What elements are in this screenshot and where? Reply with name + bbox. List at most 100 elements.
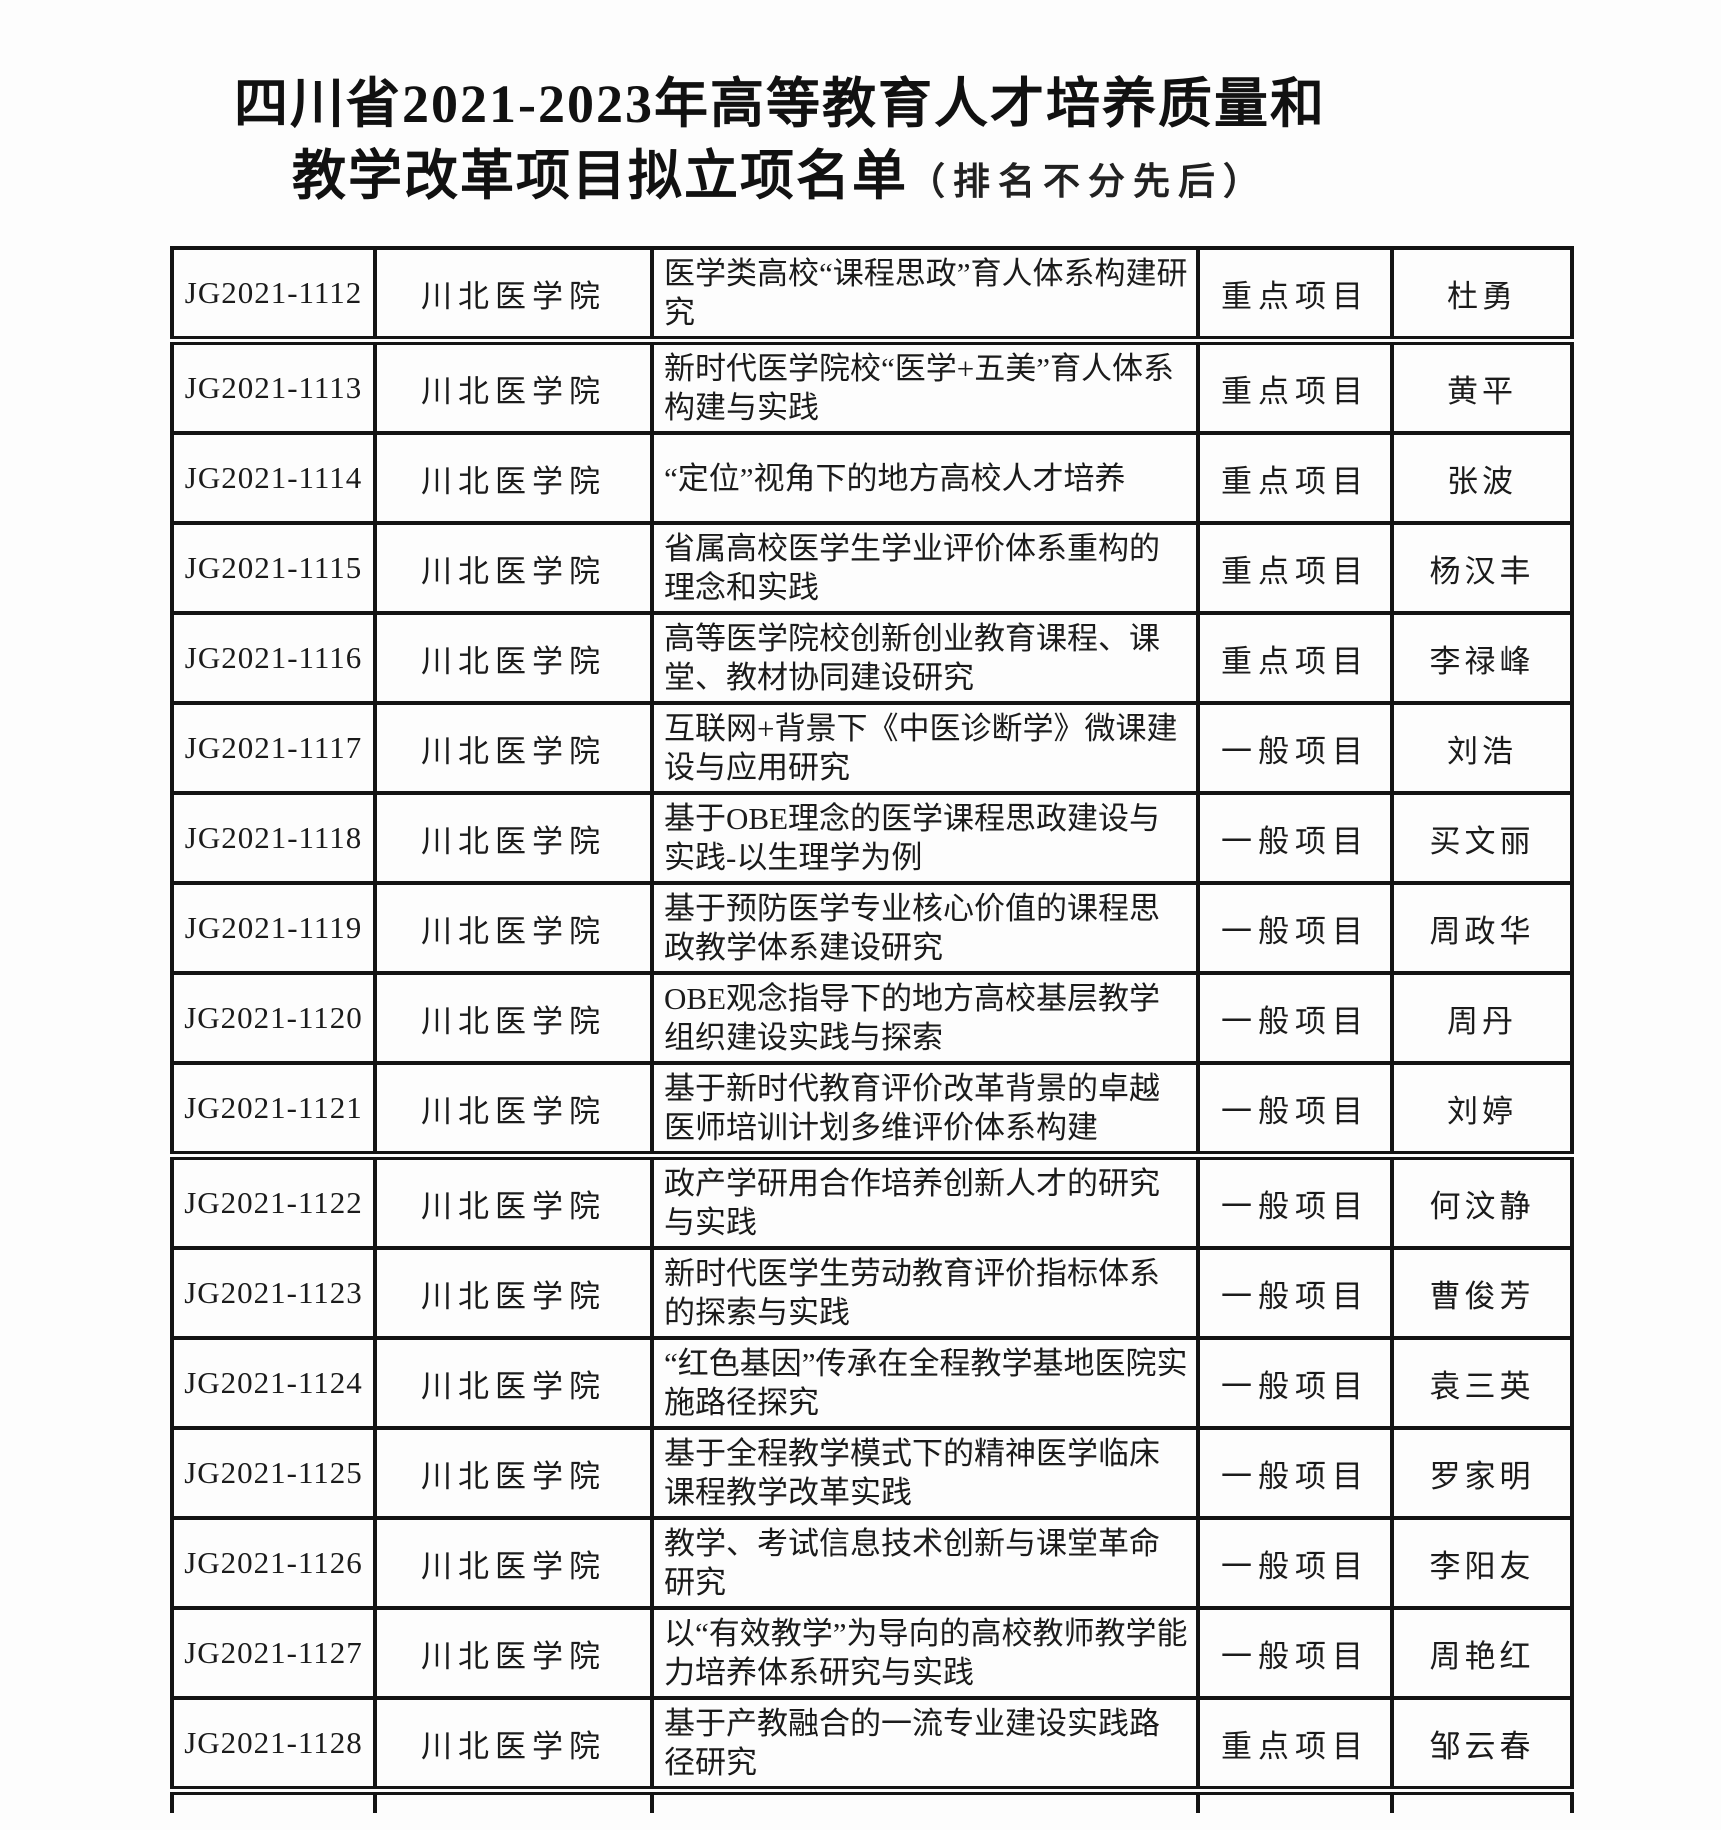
- project-type-cell: 重点项目: [1196, 246, 1394, 345]
- project-title-cell: 新时代医学院校“医学+五美”育人体系构建与实践: [650, 338, 1200, 435]
- project-id-cell: JG2021-1128: [170, 1696, 377, 1795]
- project-title-cell: 医学类高校“课程思政”育人体系构建研究: [650, 246, 1200, 345]
- project-type-cell: 一般项目: [1196, 1426, 1394, 1520]
- institution-cell: 川北医学院: [373, 1153, 654, 1250]
- document-title-line2: 教学改革项目拟立项名单（排名不分先后）: [0, 140, 1560, 219]
- project-title-cell: OBE观念指导下的地方高校基层教学组织建设实践与探索: [650, 971, 1200, 1065]
- project-type-cell: 一般项目: [1196, 1336, 1394, 1430]
- project-type-cell: 一般项目: [1196, 1153, 1394, 1250]
- project-title-cell: 基于全程教学模式下的精神医学临床课程教学改革实践: [650, 1426, 1200, 1520]
- project-type-cell: 一般项目: [1196, 791, 1394, 885]
- project-title-cell: 教学、考试信息技术创新与课堂革命研究: [650, 1516, 1200, 1610]
- project-type-cell: 重点项目: [1196, 611, 1394, 705]
- table-row: JG2021-1117 川北医学院 互联网+背景下《中医诊断学》微课建设与应用研…: [170, 701, 1574, 795]
- project-type-cell: 重点项目: [1196, 338, 1394, 435]
- table-row: JG2021-1120 川北医学院 OBE观念指导下的地方高校基层教学组织建设实…: [170, 971, 1574, 1065]
- project-id-cell: JG2021-1117: [170, 701, 377, 795]
- project-type-cell: 一般项目: [1196, 881, 1394, 975]
- institution-cell: 川北医学院: [373, 1696, 654, 1795]
- leader-name-cell: 罗家明: [1390, 1426, 1574, 1520]
- institution-cell: 川北医学院: [373, 1246, 654, 1340]
- leader-name-cell: 张波: [1390, 431, 1574, 525]
- document-title: 四川省2021-2023年高等教育人才培养质量和 教学改革项目拟立项名单（排名不…: [0, 68, 1560, 219]
- project-type-cell: [1196, 1788, 1394, 1813]
- project-title-cell: 高等医学院校创新创业教育课程、课堂、教材协同建设研究: [650, 611, 1200, 705]
- project-type-cell: 重点项目: [1196, 1696, 1394, 1795]
- project-table-body: JG2021-1112 川北医学院 医学类高校“课程思政”育人体系构建研究 重点…: [170, 246, 1574, 1813]
- table-row: JG2021-1127 川北医学院 以“有效教学”为导向的高校教师教学能力培养体…: [170, 1606, 1574, 1700]
- project-id-cell: JG2021-1121: [170, 1061, 377, 1160]
- leader-name-cell: 周艳红: [1390, 1606, 1574, 1700]
- project-title-cell: 政产学研用合作培养创新人才的研究与实践: [650, 1153, 1200, 1250]
- project-title-cell: 省属高校医学生学业评价体系重构的理念和实践: [650, 521, 1200, 615]
- institution-cell: 川北医学院: [373, 1061, 654, 1160]
- table-row: JG2021-1113 川北医学院 新时代医学院校“医学+五美”育人体系构建与实…: [170, 338, 1574, 435]
- institution-cell: 川北医学院: [373, 791, 654, 885]
- project-type-cell: 一般项目: [1196, 1516, 1394, 1610]
- project-title-cell: 以“有效教学”为导向的高校教师教学能力培养体系研究与实践: [650, 1606, 1200, 1700]
- project-id-cell: JG2021-1114: [170, 431, 377, 525]
- project-type-cell: 一般项目: [1196, 1061, 1394, 1160]
- table-row: JG2021-1114 川北医学院 “定位”视角下的地方高校人才培养 重点项目 …: [170, 431, 1574, 525]
- project-id-cell: JG2021-1116: [170, 611, 377, 705]
- table-row: JG2021-1121 川北医学院 基于新时代教育评价改革背景的卓越医师培训计划…: [170, 1061, 1574, 1160]
- project-id-cell: JG2021-1120: [170, 971, 377, 1065]
- project-title-cell: “定位”视角下的地方高校人才培养: [650, 431, 1200, 525]
- project-id-cell: JG2021-1126: [170, 1516, 377, 1610]
- institution-cell: 川北医学院: [373, 338, 654, 435]
- project-id-cell: JG2021-1118: [170, 791, 377, 885]
- project-type-cell: 重点项目: [1196, 521, 1394, 615]
- leader-name-cell: 买文丽: [1390, 791, 1574, 885]
- table-row: JG2021-1116 川北医学院 高等医学院校创新创业教育课程、课堂、教材协同…: [170, 611, 1574, 705]
- project-id-cell: JG2021-1125: [170, 1426, 377, 1520]
- table-row: JG2021-1118 川北医学院 基于OBE理念的医学课程思政建设与实践-以生…: [170, 791, 1574, 885]
- project-id-cell: JG2021-1113: [170, 338, 377, 435]
- project-title-cell: 新时代医学生劳动教育评价指标体系的探索与实践: [650, 1246, 1200, 1340]
- leader-name-cell: 刘浩: [1390, 701, 1574, 795]
- project-table: JG2021-1112 川北医学院 医学类高校“课程思政”育人体系构建研究 重点…: [170, 246, 1574, 1813]
- project-type-cell: 一般项目: [1196, 701, 1394, 795]
- table-row: JG2021-1124 川北医学院 “红色基因”传承在全程教学基地医院实施路径探…: [170, 1336, 1574, 1430]
- table-row: JG2021-1125 川北医学院 基于全程教学模式下的精神医学临床课程教学改革…: [170, 1426, 1574, 1520]
- table-row: JG2021-1123 川北医学院 新时代医学生劳动教育评价指标体系的探索与实践…: [170, 1246, 1574, 1340]
- institution-cell: 川北医学院: [373, 1426, 654, 1520]
- project-title-cell: 基于新时代教育评价改革背景的卓越医师培训计划多维评价体系构建: [650, 1061, 1200, 1160]
- leader-name-cell: 李阳友: [1390, 1516, 1574, 1610]
- document-title-line2-text: 教学改革项目拟立项名单: [292, 146, 908, 206]
- leader-name-cell: 曹俊芳: [1390, 1246, 1574, 1340]
- institution-cell: 川北医学院: [373, 881, 654, 975]
- project-id-cell: JG2021-1119: [170, 881, 377, 975]
- table-row-cutoff: [170, 1788, 1574, 1813]
- document-title-note: （排名不分先后）: [908, 162, 1268, 203]
- project-title-cell: 基于产教融合的一流专业建设实践路径研究: [650, 1696, 1200, 1795]
- project-type-cell: 一般项目: [1196, 1246, 1394, 1340]
- document-title-line1: 四川省2021-2023年高等教育人才培养质量和: [234, 74, 1326, 134]
- project-type-cell: 一般项目: [1196, 1606, 1394, 1700]
- institution-cell: 川北医学院: [373, 1336, 654, 1430]
- leader-name-cell: 周政华: [1390, 881, 1574, 975]
- institution-cell: [373, 1788, 654, 1813]
- project-title-cell: “红色基因”传承在全程教学基地医院实施路径探究: [650, 1336, 1200, 1430]
- institution-cell: 川北医学院: [373, 1516, 654, 1610]
- leader-name-cell: 袁三英: [1390, 1336, 1574, 1430]
- project-table-container: JG2021-1112 川北医学院 医学类高校“课程思政”育人体系构建研究 重点…: [170, 246, 1574, 1813]
- leader-name-cell: 刘婷: [1390, 1061, 1574, 1160]
- project-id-cell: JG2021-1127: [170, 1606, 377, 1700]
- project-type-cell: 重点项目: [1196, 431, 1394, 525]
- leader-name-cell: 邹云春: [1390, 1696, 1574, 1795]
- project-type-cell: 一般项目: [1196, 971, 1394, 1065]
- table-row: JG2021-1119 川北医学院 基于预防医学专业核心价值的课程思政教学体系建…: [170, 881, 1574, 975]
- project-id-cell: JG2021-1124: [170, 1336, 377, 1430]
- project-id-cell: JG2021-1122: [170, 1153, 377, 1250]
- leader-name-cell: 李禄峰: [1390, 611, 1574, 705]
- leader-name-cell: 黄平: [1390, 338, 1574, 435]
- project-title-cell: 基于预防医学专业核心价值的课程思政教学体系建设研究: [650, 881, 1200, 975]
- institution-cell: 川北医学院: [373, 701, 654, 795]
- table-row: JG2021-1112 川北医学院 医学类高校“课程思政”育人体系构建研究 重点…: [170, 246, 1574, 345]
- project-title-cell: [650, 1788, 1200, 1813]
- project-id-cell: JG2021-1112: [170, 246, 377, 345]
- institution-cell: 川北医学院: [373, 246, 654, 345]
- table-row: JG2021-1122 川北医学院 政产学研用合作培养创新人才的研究与实践 一般…: [170, 1153, 1574, 1250]
- leader-name-cell: 周丹: [1390, 971, 1574, 1065]
